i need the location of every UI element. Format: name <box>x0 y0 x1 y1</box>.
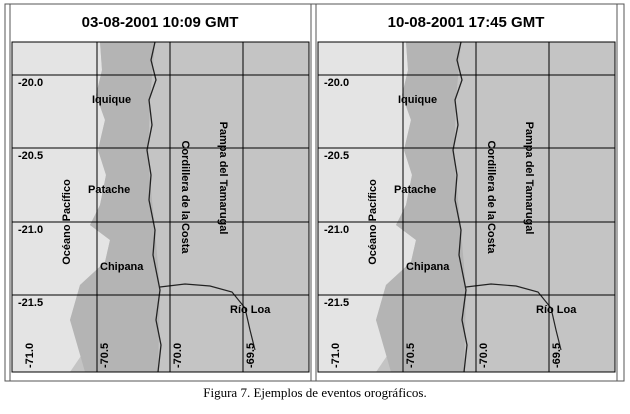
panel-title: 10-08-2001 17:45 GMT <box>388 14 545 31</box>
map-border <box>11 41 310 373</box>
coastline <box>146 41 162 373</box>
place-label: Océano Pacífico <box>367 179 379 265</box>
place-label: Patache <box>88 184 130 196</box>
latitude-label: -20.0 <box>324 77 349 89</box>
longitude-label: -71.0 <box>330 343 342 368</box>
place-label: Océano Pacífico <box>61 179 73 265</box>
latitude-label: -20.0 <box>18 77 43 89</box>
river <box>465 283 562 351</box>
place-label: Río Loa <box>230 304 271 316</box>
place-label: Pampa del Tamarugal <box>523 122 535 235</box>
coastline <box>452 41 468 373</box>
longitude-label: -69.5 <box>245 343 257 368</box>
sea <box>318 42 416 372</box>
map <box>11 41 310 373</box>
place-label: Iquique <box>92 94 131 106</box>
place-label: Iquique <box>398 94 437 106</box>
place-label: Pampa del Tamarugal <box>217 122 229 235</box>
place-label: Patache <box>394 184 436 196</box>
latitude-label: -20.5 <box>324 150 349 162</box>
longitude-label: -70.0 <box>478 343 490 368</box>
map-border <box>317 41 616 373</box>
latitude-label: -21.5 <box>324 297 349 309</box>
panel-frame <box>9 3 312 382</box>
latitude-label: -21.5 <box>18 297 43 309</box>
caption: Figura 7. Ejemplos de eventos orográfico… <box>203 385 426 400</box>
place-label: Río Loa <box>536 304 577 316</box>
latitude-label: -20.5 <box>18 150 43 162</box>
map-panel: 10-08-2001 17:45 GMT -20.0 -20.5 -21.0 -21.5… <box>315 3 618 382</box>
map <box>317 41 616 373</box>
panel-frame <box>315 3 618 382</box>
longitude-label: -70.0 <box>172 343 184 368</box>
river <box>159 283 256 351</box>
longitude-label: -69.5 <box>551 343 563 368</box>
latitude-label: -21.0 <box>18 224 43 236</box>
coast-land <box>70 42 160 372</box>
longitude-label: -70.5 <box>405 343 417 368</box>
place-label: Cordillera de la Costa <box>179 140 191 254</box>
sea <box>12 42 110 372</box>
panel-title: 03-08-2001 10:09 GMT <box>82 14 239 31</box>
place-label: Cordillera de la Costa <box>485 140 497 254</box>
map-panel: 03-08-2001 10:09 GMT -20.0 -20.5 -21.0 -21.5… <box>9 3 312 382</box>
place-label: Chipana <box>100 261 144 273</box>
coast-land <box>376 42 466 372</box>
longitude-label: -71.0 <box>24 343 36 368</box>
place-label: Chipana <box>406 261 450 273</box>
longitude-label: -70.5 <box>99 343 111 368</box>
latitude-label: -21.0 <box>324 224 349 236</box>
